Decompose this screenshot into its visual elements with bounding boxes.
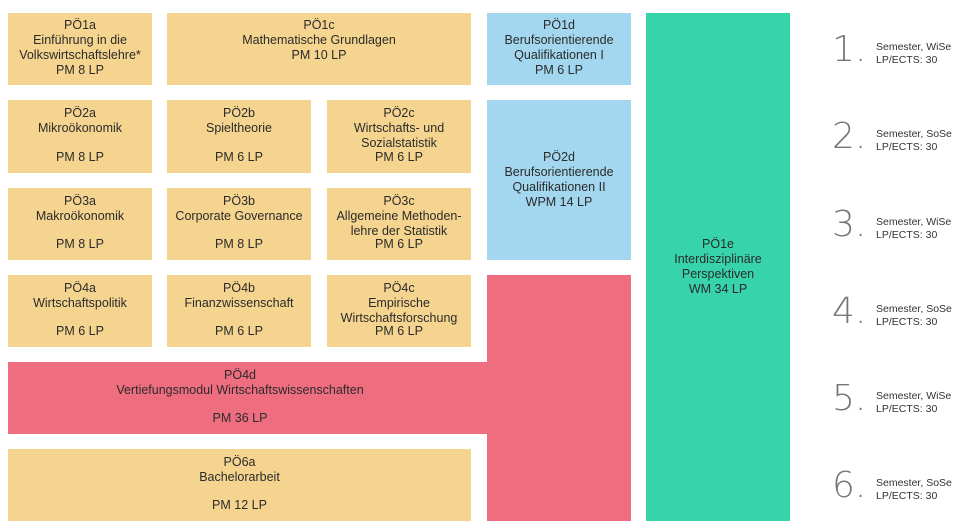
module-po4d: PÖ4d Vertiefungsmodul Wirtschaftswissens… xyxy=(8,362,631,434)
module-code: PÖ1e xyxy=(702,237,734,251)
module-title-line: Makroökonomik xyxy=(35,209,125,223)
module-code: PÖ1c xyxy=(303,18,335,32)
module-title-line: Mathematische Grundlagen xyxy=(242,33,396,47)
module-lp: PM 10 LP xyxy=(291,48,347,62)
module-title-line: Allgemeine Methoden- xyxy=(336,209,462,223)
module-title-line: lehre der Statistik xyxy=(350,224,448,238)
module-code: PÖ4b xyxy=(223,281,255,295)
semester-lp: LP/ECTS: 30 xyxy=(876,229,938,241)
module-lp: PM 12 LP xyxy=(212,498,267,512)
module-title-line: Corporate Governance xyxy=(175,209,303,223)
semester-label: Semester, WiSe xyxy=(876,390,952,402)
semester-label: Semester, SoSe xyxy=(876,303,952,315)
module-po3a: PÖ3a Makroökonomik PM 8 LP xyxy=(8,188,152,260)
module-code: PÖ6a xyxy=(223,455,256,469)
module-lp: PM 36 LP xyxy=(212,411,268,425)
semester-number: 1. xyxy=(832,29,867,70)
module-po1d: PÖ1d Berufsorientierende Qualifikationen… xyxy=(487,13,631,85)
semester-1: 1. Semester, WiSe LP/ECTS: 30 xyxy=(832,30,978,76)
semester-lp: LP/ECTS: 30 xyxy=(876,403,938,415)
module-po1c: PÖ1c Mathematische Grundlagen PM 10 LP xyxy=(167,13,471,85)
module-lp: PM 6 LP xyxy=(215,324,263,338)
module-code: PÖ3b xyxy=(223,194,255,208)
module-code: PÖ4a xyxy=(64,281,96,295)
semester-label: Semester, SoSe xyxy=(876,477,952,489)
semester-number: 6. xyxy=(832,465,867,506)
module-title-line: Wirtschafts- und xyxy=(353,121,445,135)
semester-lp: LP/ECTS: 30 xyxy=(876,316,938,328)
module-po4c: PÖ4c Empirische Wirtschaftsforschung PM … xyxy=(327,275,471,347)
module-code: PÖ2c xyxy=(383,106,415,120)
module-lp: WPM 14 LP xyxy=(525,195,593,209)
module-lp: PM 6 LP xyxy=(215,150,263,164)
module-po2b: PÖ2b Spieltheorie PM 6 LP xyxy=(167,100,311,173)
module-po2c: PÖ2c Wirtschafts- und Sozialstatistik PM… xyxy=(327,100,471,173)
module-code: PÖ4d xyxy=(224,368,256,382)
module-title-line: Berufsorientierende xyxy=(504,165,614,179)
module-lp: PM 6 LP xyxy=(375,324,423,338)
module-code: PÖ2d xyxy=(543,150,575,164)
module-title-line: Bachelorarbeit xyxy=(199,470,280,484)
module-po4b: PÖ4b Finanzwissenschaft PM 6 LP xyxy=(167,275,311,347)
module-lp: WM 34 LP xyxy=(688,282,748,296)
module-po6a: PÖ6a Bachelorarbeit PM 12 LP xyxy=(8,449,471,521)
module-lp: PM 8 LP xyxy=(56,63,104,77)
module-title-line: Vertiefungsmodul Wirtschaftswissenschaft… xyxy=(116,383,364,397)
semester-label: Semester, SoSe xyxy=(876,128,952,140)
module-lp: PM 8 LP xyxy=(215,237,263,251)
semester-lp: LP/ECTS: 30 xyxy=(876,54,938,66)
module-lp: PM 6 LP xyxy=(375,150,423,164)
semester-label: Semester, WiSe xyxy=(876,41,952,53)
module-title-line: Einführung in die xyxy=(33,33,127,47)
semester-lp: LP/ECTS: 30 xyxy=(876,490,938,502)
module-code: PÖ1a xyxy=(64,18,96,32)
module-po2a: PÖ2a Mikroökonomik PM 8 LP xyxy=(8,100,152,173)
module-lp: PM 8 LP xyxy=(56,150,104,164)
module-title-line: Berufsorientierende xyxy=(504,33,614,47)
module-title-line: Qualifikationen I xyxy=(514,48,604,62)
module-lp: PM 6 LP xyxy=(535,63,583,77)
module-po1a: PÖ1a Einführung in die Volkswirtschaftsl… xyxy=(8,13,152,85)
module-po2d: PÖ2d Berufsorientierende Qualifikationen… xyxy=(487,100,631,260)
module-po1e: PÖ1e Interdisziplinäre Perspektiven WM 3… xyxy=(646,13,790,521)
module-title-line: Mikroökonomik xyxy=(37,121,123,135)
semester-number: 3. xyxy=(832,204,867,245)
module-title-line: Wirtschaftspolitik xyxy=(33,296,127,310)
semester-4: 4. Semester, SoSe LP/ECTS: 30 xyxy=(832,292,978,338)
module-code: PÖ2b xyxy=(223,106,255,120)
module-code: PÖ3c xyxy=(383,194,415,208)
semester-label: Semester, WiSe xyxy=(876,216,952,228)
module-title-line: Qualifikationen II xyxy=(512,180,606,194)
module-lp: PM 6 LP xyxy=(375,237,423,251)
module-title-line: Empirische xyxy=(368,296,430,310)
module-title-line: Finanzwissenschaft xyxy=(184,296,294,310)
semester-3: 3. Semester, WiSe LP/ECTS: 30 xyxy=(832,205,978,251)
module-lp: PM 6 LP xyxy=(56,324,104,338)
module-title-line: Volkswirtschaftslehre* xyxy=(19,48,141,62)
module-code: PÖ1d xyxy=(543,18,575,32)
module-code: PÖ3a xyxy=(64,194,96,208)
module-po4a: PÖ4a Wirtschaftspolitik PM 6 LP xyxy=(8,275,152,347)
semester-number: 2. xyxy=(832,116,867,157)
semester-6: 6. Semester, SoSe LP/ECTS: 30 xyxy=(832,466,978,512)
module-code: PÖ4c xyxy=(383,281,415,295)
module-code: PÖ2a xyxy=(64,106,96,120)
module-title-line: Interdisziplinäre xyxy=(674,252,762,266)
semester-2: 2. Semester, SoSe LP/ECTS: 30 xyxy=(832,117,978,163)
module-title-line: Spieltheorie xyxy=(205,121,272,135)
module-title-line: Sozialstatistik xyxy=(361,136,437,150)
semester-5: 5. Semester, WiSe LP/ECTS: 30 xyxy=(832,379,978,425)
module-po3b: PÖ3b Corporate Governance PM 8 LP xyxy=(167,188,311,260)
module-title-line: Wirtschaftsforschung xyxy=(340,311,458,325)
module-lp: PM 8 LP xyxy=(56,237,104,251)
module-title-line: Perspektiven xyxy=(681,267,755,281)
semester-lp: LP/ECTS: 30 xyxy=(876,141,938,153)
module-po3c: PÖ3c Allgemeine Methoden- lehre der Stat… xyxy=(327,188,471,260)
semester-number: 4. xyxy=(832,291,867,332)
semester-number: 5. xyxy=(832,378,867,419)
